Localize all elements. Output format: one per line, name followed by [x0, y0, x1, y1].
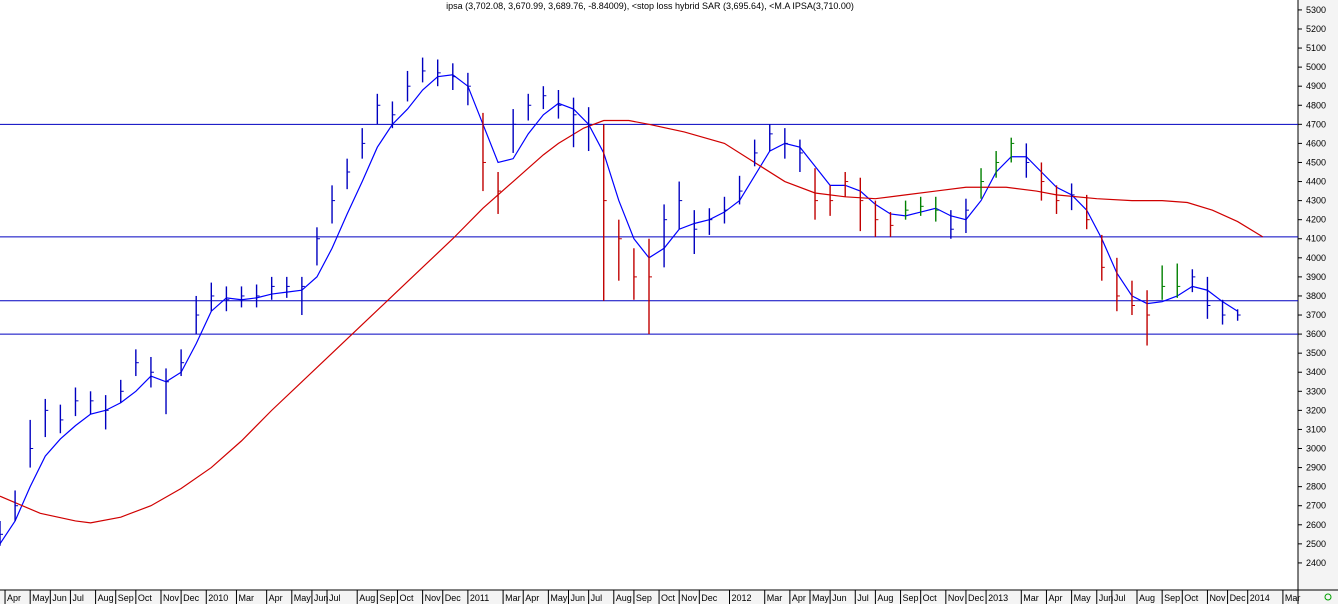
moving-average-line — [0, 119, 1264, 524]
y-axis-panel — [1298, 0, 1338, 604]
x-tick-label: Oct — [1184, 593, 1199, 603]
x-tick-label: Jun — [832, 593, 847, 603]
x-tick-label: 2013 — [988, 593, 1008, 603]
y-tick-label: 3700 — [1306, 310, 1326, 320]
y-tick-label: 5100 — [1306, 43, 1326, 53]
y-tick-label: 4900 — [1306, 81, 1326, 91]
x-tick-label: Apr — [1048, 593, 1062, 603]
y-tick-label: 3200 — [1306, 405, 1326, 415]
y-tick-label: 4000 — [1306, 253, 1326, 263]
x-tick-label: Dec — [968, 593, 985, 603]
y-tick-label: 5300 — [1306, 5, 1326, 15]
x-tick-label: 2012 — [731, 593, 751, 603]
x-tick-label: Aug — [98, 593, 114, 603]
x-tick-label: Jul — [72, 593, 84, 603]
y-tick-label: 3500 — [1306, 348, 1326, 358]
y-tick-label: 3800 — [1306, 291, 1326, 301]
y-tick-label: 4100 — [1306, 234, 1326, 244]
x-tick-label: Oct — [138, 593, 153, 603]
x-tick-label: Mar — [1285, 593, 1301, 603]
x-tick-label: Sep — [379, 593, 395, 603]
y-tick-label: 3300 — [1306, 386, 1326, 396]
x-tick-label: Aug — [877, 593, 893, 603]
x-tick-label: Nov — [948, 593, 965, 603]
x-tick-label: Apr — [525, 593, 539, 603]
y-tick-label: 4500 — [1306, 157, 1326, 167]
x-tick-label: Jul — [1114, 593, 1126, 603]
x-tick-label: Apr — [792, 593, 806, 603]
x-tick-label: May — [32, 593, 50, 603]
x-tick-label: Sep — [636, 593, 652, 603]
x-tick-label: Dec — [701, 593, 718, 603]
x-tick-label: Jun — [314, 593, 329, 603]
moving-average-line — [0, 74, 1238, 545]
x-tick-label: 2014 — [1250, 593, 1270, 603]
y-tick-label: 4400 — [1306, 177, 1326, 187]
x-tick-label: Nov — [425, 593, 442, 603]
x-tick-label: Nov — [163, 593, 180, 603]
x-tick-label: Jul — [329, 593, 341, 603]
y-tick-label: 3600 — [1306, 329, 1326, 339]
y-tick-label: 4700 — [1306, 119, 1326, 129]
x-tick-label: Apr — [269, 593, 283, 603]
x-tick-label: Dec — [183, 593, 200, 603]
y-tick-label: 2600 — [1306, 520, 1326, 530]
y-tick-label: 2800 — [1306, 482, 1326, 492]
x-tick-label: Sep — [903, 593, 919, 603]
x-tick-label: Oct — [399, 593, 414, 603]
x-tick-label: Apr — [7, 593, 21, 603]
x-tick-label: Dec — [1230, 593, 1247, 603]
y-tick-label: 2400 — [1306, 558, 1326, 568]
x-tick-label: May — [294, 593, 312, 603]
x-axis-panel — [0, 590, 1338, 604]
x-tick-label: Nov — [1209, 593, 1226, 603]
x-tick-label: Jun — [52, 593, 67, 603]
x-tick-label: Aug — [616, 593, 632, 603]
x-tick-label: Sep — [118, 593, 134, 603]
x-tick-label: May — [550, 593, 568, 603]
x-tick-label: Mar — [1023, 593, 1039, 603]
x-tick-label: 2011 — [470, 593, 489, 603]
x-tick-label: Jul — [591, 593, 603, 603]
chart-title: ipsa (3,702.08, 3,670.99, 3,689.76, -8.8… — [446, 1, 854, 11]
status-icon — [1324, 593, 1332, 601]
x-tick-label: Sep — [1164, 593, 1180, 603]
y-tick-label: 3400 — [1306, 367, 1326, 377]
y-tick-label: 3000 — [1306, 444, 1326, 454]
x-tick-label: Jul — [857, 593, 869, 603]
x-tick-label: Nov — [681, 593, 698, 603]
y-tick-label: 2900 — [1306, 463, 1326, 473]
x-tick-label: Oct — [923, 593, 938, 603]
x-tick-label: May — [812, 593, 830, 603]
x-tick-label: Mar — [767, 593, 783, 603]
x-tick-label: Mar — [238, 593, 254, 603]
y-tick-label: 4600 — [1306, 138, 1326, 148]
x-tick-label: Oct — [661, 593, 676, 603]
x-tick-label: Aug — [1139, 593, 1155, 603]
x-tick-label: May — [1074, 593, 1092, 603]
y-tick-label: 3900 — [1306, 272, 1326, 282]
x-tick-label: Aug — [359, 593, 375, 603]
y-tick-label: 3100 — [1306, 424, 1326, 434]
x-tick-label: Mar — [505, 593, 521, 603]
x-tick-label: Jun — [1099, 593, 1114, 603]
y-tick-label: 4300 — [1306, 196, 1326, 206]
y-tick-label: 4800 — [1306, 100, 1326, 110]
y-tick-label: 5000 — [1306, 62, 1326, 72]
x-tick-label: Jun — [571, 593, 586, 603]
y-tick-label: 5200 — [1306, 24, 1326, 34]
y-tick-label: 2700 — [1306, 501, 1326, 511]
y-tick-label: 4200 — [1306, 215, 1326, 225]
x-tick-label: Dec — [445, 593, 462, 603]
x-tick-label: 2010 — [208, 593, 228, 603]
y-tick-label: 2500 — [1306, 539, 1326, 549]
